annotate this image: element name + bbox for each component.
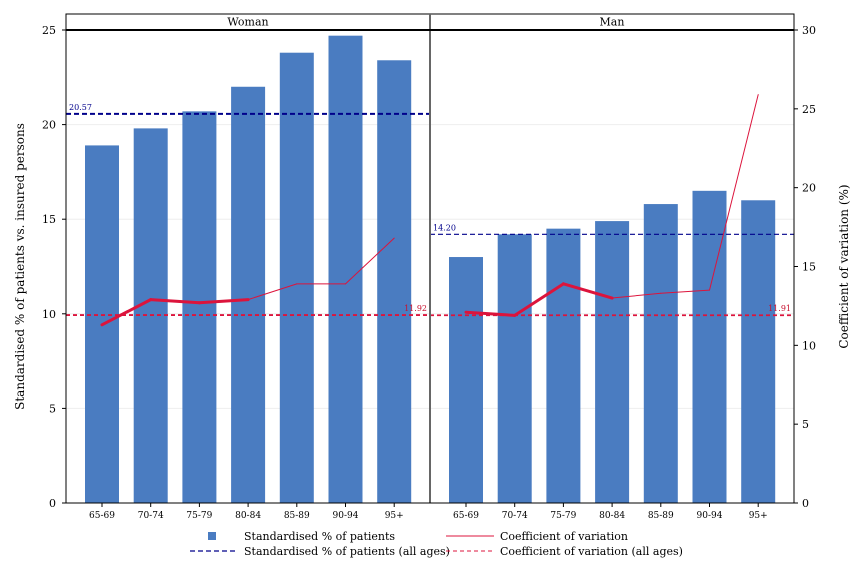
y-right-tick-label: 5: [802, 418, 809, 431]
y-left-tick-label: 0: [49, 497, 56, 510]
bar: [328, 35, 363, 504]
y-left-tick-label: 5: [49, 402, 56, 415]
bar-ref-label: 20.57: [69, 103, 92, 112]
x-tick-label: 70-74: [502, 511, 528, 521]
x-tick-label: 70-74: [138, 511, 164, 521]
bar: [741, 200, 776, 503]
panel-title: Woman: [227, 16, 268, 29]
x-tick-label: 65-69: [453, 511, 479, 521]
bar: [182, 111, 217, 503]
cv-line-segment: [464, 310, 517, 317]
x-tick-label: 95+: [385, 511, 404, 521]
bar: [546, 228, 581, 503]
x-tick-label: 85-89: [284, 511, 310, 521]
bar: [449, 257, 483, 503]
y-left-tick-label: 10: [42, 308, 56, 321]
x-tick-label: 75-79: [550, 511, 576, 521]
y-right-axis-title: Coefficient of variation (%): [837, 184, 851, 348]
bar: [643, 204, 678, 503]
cv-line-segment: [660, 289, 710, 294]
y-right-tick-label: 15: [802, 261, 816, 274]
y-right-tick-label: 10: [802, 339, 816, 352]
bar: [595, 221, 630, 504]
cv-line-segment: [149, 298, 201, 305]
cv-line-segment: [345, 237, 395, 285]
x-tick-label: 90-94: [697, 511, 723, 521]
cv-line-segment: [247, 283, 298, 301]
cv-line-segment: [611, 292, 662, 299]
x-tick-label: 95+: [749, 511, 768, 521]
legend-label: Standardised % of patients: [244, 530, 395, 543]
panel-title: Man: [600, 16, 625, 29]
bar: [231, 86, 266, 503]
cv-ref-label: 11.92: [404, 304, 427, 313]
cv-line-segment: [561, 282, 614, 300]
x-tick-label: 85-89: [648, 511, 674, 521]
cv-line-segment: [100, 298, 153, 327]
cv-line-segment: [513, 282, 565, 317]
x-tick-label: 75-79: [186, 511, 212, 521]
bar: [279, 52, 314, 503]
bar: [692, 190, 727, 503]
y-left-tick-label: 25: [42, 24, 56, 37]
y-left-tick-label: 15: [42, 213, 56, 226]
legend-label: Coefficient of variation: [500, 530, 628, 543]
legend-label: Coefficient of variation (all ages): [500, 545, 683, 558]
cv-ref-label: 11.91: [768, 304, 791, 313]
y-right-tick-label: 25: [802, 103, 816, 116]
x-tick-label: 65-69: [89, 511, 115, 521]
legend-swatch-bar: [208, 532, 216, 540]
y-right-tick-label: 0: [802, 497, 809, 510]
bar: [377, 60, 412, 503]
legend-label: Standardised % of patients (all ages): [244, 545, 450, 558]
bar: [497, 234, 532, 503]
bar-ref-label: 14.20: [433, 223, 456, 232]
y-left-axis-title: Standardised % of patients vs. insured p…: [13, 123, 27, 410]
cv-line-segment: [709, 94, 759, 291]
cv-line-segment: [197, 298, 250, 305]
y-right-tick-label: 20: [802, 182, 816, 195]
x-tick-label: 80-84: [235, 511, 261, 521]
x-tick-label: 80-84: [599, 511, 625, 521]
y-left-tick-label: 20: [42, 119, 56, 132]
x-tick-label: 90-94: [333, 511, 359, 521]
y-right-tick-label: 30: [802, 24, 816, 37]
